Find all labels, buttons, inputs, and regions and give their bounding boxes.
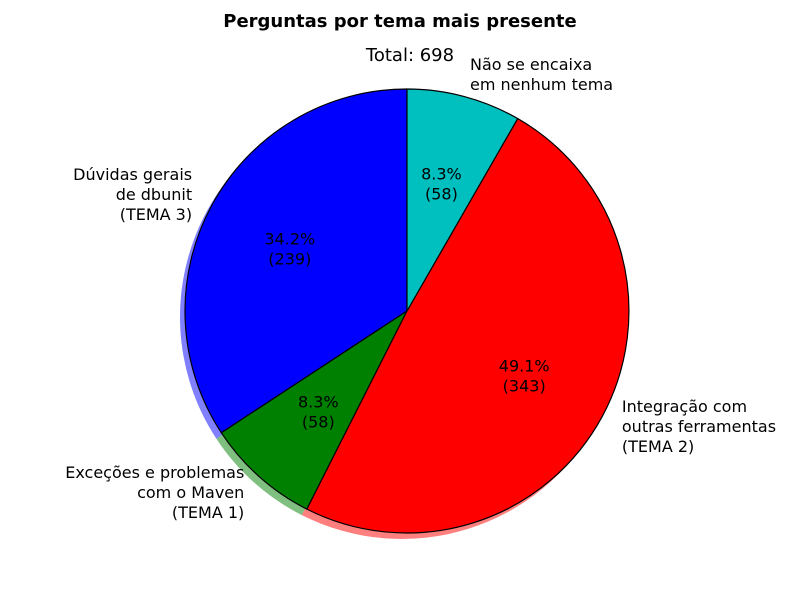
pie-slices (185, 89, 629, 533)
slice-label: Dúvidas gerais de dbunit (TEMA 3) (73, 165, 192, 224)
slice-percent: 8.3% (421, 164, 462, 183)
chart-title: Perguntas por tema mais presente (223, 11, 576, 32)
slice-count: (239) (268, 250, 311, 269)
slice-percent: 8.3% (298, 392, 339, 411)
slice-label: Não se encaixa em nenhum tema (470, 55, 613, 94)
slice-percent: 34.2% (264, 230, 315, 249)
slice-label: Exceções e problemas com o Maven (TEMA 1) (65, 463, 244, 522)
slice-label: Integração com outras ferramentas (TEMA 2) (622, 397, 776, 456)
slice-count: (58) (302, 412, 335, 431)
chart-subtitle: Total: 698 (365, 45, 454, 66)
slice-count: (343) (503, 376, 546, 395)
slice-percent: 49.1% (499, 356, 550, 375)
slice-count: (58) (425, 184, 458, 203)
